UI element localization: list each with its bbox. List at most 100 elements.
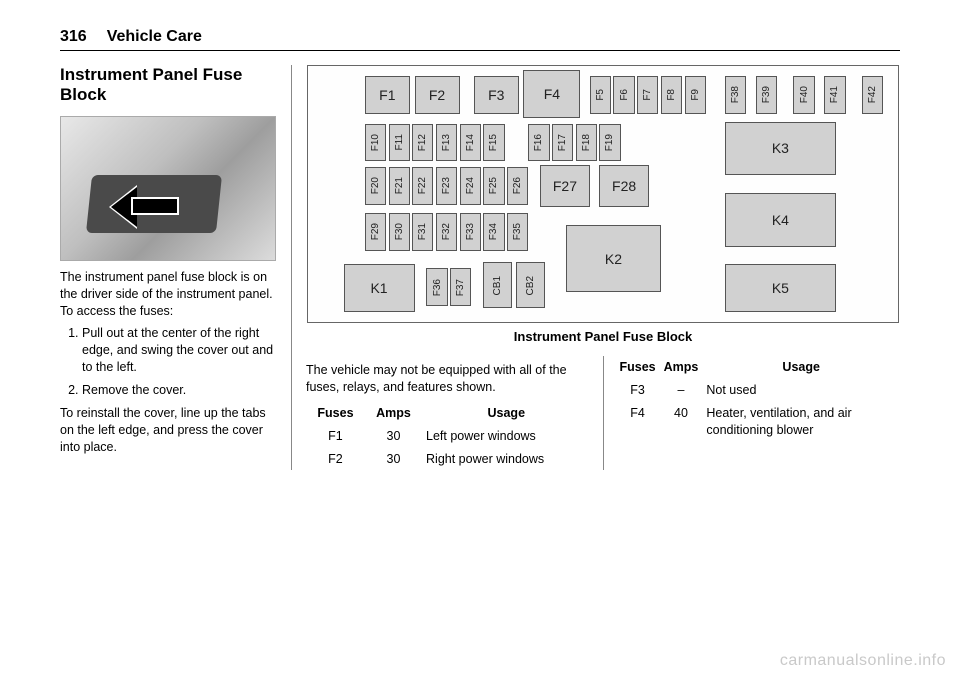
fuse-f38: F38 [725, 76, 746, 114]
th-amps: Amps [365, 402, 422, 425]
fuse-f10: F10 [365, 124, 386, 162]
fuse-f19: F19 [599, 124, 620, 162]
fuse-label: K3 [772, 140, 789, 156]
diagram-caption: Instrument Panel Fuse Block [306, 329, 900, 344]
fuse-label: F23 [441, 177, 452, 194]
fuse-label: F28 [612, 178, 636, 194]
fuse-label: F36 [432, 279, 443, 296]
fuse-label: F5 [595, 89, 606, 101]
cell-fuse: F4 [616, 402, 660, 442]
cell-amps: – [660, 379, 703, 402]
lower-left-col: The vehicle may not be equipped with all… [306, 356, 604, 470]
fuse-label: F39 [761, 86, 772, 103]
fuse-label: F42 [867, 86, 878, 103]
fuse-label: F35 [512, 223, 523, 240]
fuse-label: F20 [370, 177, 381, 194]
fuse-label: F11 [394, 134, 405, 151]
cell-amps: 40 [660, 402, 703, 442]
fuse-f26: F26 [507, 167, 528, 205]
lower-right-col: Fuses Amps Usage F3 – Not used F4 40 [604, 356, 901, 470]
fuse-f11: F11 [389, 124, 410, 162]
fuse-f21: F21 [389, 167, 410, 205]
fuse-f7: F7 [637, 76, 658, 114]
cell-usage: Right power windows [422, 448, 590, 471]
fuse-f2: F2 [415, 76, 460, 114]
fuse-label: CB2 [525, 276, 536, 295]
reinstall-text: To reinstall the cover, line up the tabs… [60, 405, 277, 456]
fuse-f36: F36 [426, 268, 447, 306]
fuse-label: K1 [370, 280, 387, 296]
fuse-label: F32 [441, 223, 452, 240]
fuse-label: F10 [370, 134, 381, 151]
fuse-f23: F23 [436, 167, 457, 205]
fuse-label: F19 [604, 134, 615, 151]
fuse-f41: F41 [824, 76, 845, 114]
fuse-label: F1 [379, 87, 395, 103]
fuse-label: F12 [417, 134, 428, 151]
fuse-label: K2 [605, 251, 622, 267]
fuse-f6: F6 [613, 76, 634, 114]
watermark: carmanualsonline.info [780, 652, 946, 670]
fuse-k5: K5 [725, 264, 836, 312]
fuse-label: F4 [544, 86, 560, 102]
fuse-label: F7 [642, 89, 653, 101]
fuse-f3: F3 [474, 76, 519, 114]
lower-columns: The vehicle may not be equipped with all… [306, 356, 900, 470]
fuse-f12: F12 [412, 124, 433, 162]
fuse-label: F40 [799, 86, 810, 103]
fuse-k4: K4 [725, 193, 836, 247]
steps-list: Pull out at the center of the right edge… [82, 325, 277, 399]
cell-fuse: F3 [616, 379, 660, 402]
fuse-label: F29 [370, 223, 381, 240]
step-item: Pull out at the center of the right edge… [82, 325, 277, 376]
fuse-f39: F39 [756, 76, 777, 114]
fuse-f14: F14 [460, 124, 481, 162]
fuse-label: F14 [465, 134, 476, 151]
section-title: Instrument Panel Fuse Block [60, 65, 277, 106]
fuse-label: F24 [465, 177, 476, 194]
fuse-label: F26 [512, 177, 523, 194]
fuse-label: F31 [417, 223, 428, 240]
fuse-label: F8 [666, 89, 677, 101]
fuse-label: F2 [429, 87, 445, 103]
main-columns: Instrument Panel Fuse Block The instrume… [60, 65, 900, 470]
fuse-label: F37 [455, 279, 466, 296]
fuse-f42: F42 [862, 76, 883, 114]
fuse-label: F41 [829, 86, 840, 103]
fuse-k1: K1 [344, 264, 415, 312]
fuse-f15: F15 [483, 124, 504, 162]
table-row: F4 40 Heater, ventilation, and air condi… [616, 402, 901, 442]
fuse-label: F22 [417, 177, 428, 194]
fuse-label: F34 [488, 223, 499, 240]
fuse-cover-photo [60, 116, 276, 261]
cell-usage: Not used [702, 379, 900, 402]
fuse-f30: F30 [389, 213, 410, 251]
chapter-title: Vehicle Care [107, 28, 202, 46]
fuse-f8: F8 [661, 76, 682, 114]
cell-amps: 30 [365, 425, 422, 448]
th-fuses: Fuses [306, 402, 365, 425]
fuse-label: F9 [690, 89, 701, 101]
th-amps: Amps [660, 356, 703, 379]
page-number: 316 [60, 28, 87, 46]
th-usage: Usage [422, 402, 590, 425]
fuse-f9: F9 [685, 76, 706, 114]
fuse-f27: F27 [540, 165, 590, 207]
fuse-f31: F31 [412, 213, 433, 251]
fuse-f4: F4 [523, 70, 580, 118]
th-fuses: Fuses [616, 356, 660, 379]
fuse-f37: F37 [450, 268, 471, 306]
fuse-label: F18 [581, 134, 592, 151]
step-item: Remove the cover. [82, 382, 277, 399]
fuse-diagram: F1 F2 F3 F4 F5 F6 F7 F8 F9 F38 F39 F40 F41 F42 F10 F11 F… [307, 65, 899, 323]
fuse-label: F13 [441, 134, 452, 151]
fuse-label: F3 [488, 87, 504, 103]
fuse-f34: F34 [483, 213, 504, 251]
fuse-f40: F40 [793, 76, 814, 114]
fuse-label: K4 [772, 212, 789, 228]
fuse-f28: F28 [599, 165, 649, 207]
right-column: F1F2F3F4F5F6F7F8F9F38F39F40F41F42F10F11F… [292, 65, 900, 470]
cell-usage: Left power windows [422, 425, 590, 448]
fuse-label: F25 [488, 177, 499, 194]
th-usage: Usage [702, 356, 900, 379]
